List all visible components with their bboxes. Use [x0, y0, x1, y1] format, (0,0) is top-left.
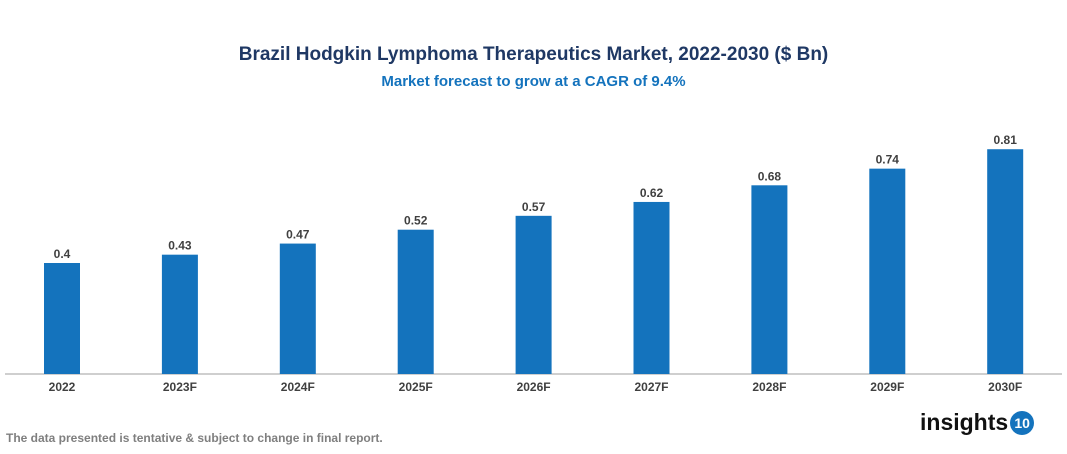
data-label: 0.47 [286, 228, 310, 242]
x-tick-label: 2027F [634, 380, 668, 394]
data-label: 0.81 [994, 133, 1018, 147]
bar [987, 149, 1024, 374]
data-label: 0.62 [640, 186, 664, 200]
chart-subtitle: Market forecast to grow at a CAGR of 9.4… [381, 73, 686, 90]
data-label: 0.52 [404, 214, 428, 228]
bar [869, 168, 906, 374]
x-tick-label: 2030F [988, 380, 1022, 394]
x-tick-label: 2024F [281, 380, 315, 394]
data-label: 0.43 [168, 239, 192, 253]
bar [279, 243, 316, 374]
x-tick-label: 2028F [752, 380, 786, 394]
x-tick-label: 2022 [49, 380, 76, 394]
disclaimer: The data presented is tentative & subjec… [6, 431, 383, 445]
logo-text: insights [920, 409, 1009, 435]
data-label: 0.68 [758, 169, 782, 183]
bar [44, 263, 80, 374]
insights10-logo: insights 10 [920, 409, 1035, 436]
data-label: 0.4 [54, 247, 71, 261]
data-label: 0.57 [522, 200, 546, 214]
bar [161, 254, 198, 374]
bar [515, 215, 552, 374]
logo-badge: 10 [1010, 410, 1035, 435]
x-tick-label: 2025F [399, 380, 433, 394]
bar [397, 229, 434, 374]
data-label: 0.74 [876, 153, 900, 167]
chart-title: Brazil Hodgkin Lymphoma Therapeutics Mar… [238, 44, 829, 65]
bar [751, 185, 788, 374]
x-tick-label: 2029F [870, 380, 904, 394]
x-tick-label: 2026F [517, 380, 551, 394]
x-tick-label: 2023F [163, 380, 197, 394]
bar [633, 201, 670, 374]
